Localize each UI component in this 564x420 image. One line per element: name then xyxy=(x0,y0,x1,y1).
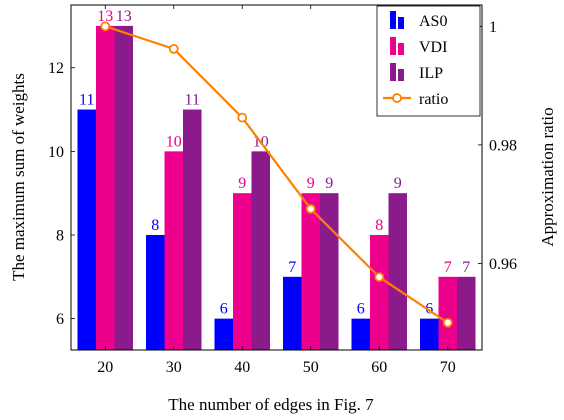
legend-swatch-ilp-small xyxy=(398,69,404,81)
bar-as0 xyxy=(283,276,302,350)
bar-ilp xyxy=(320,193,339,350)
bar-vdi xyxy=(164,151,183,350)
bar-value-label: 6 xyxy=(357,301,365,318)
bar-value-label: 9 xyxy=(325,175,333,192)
y-tick-label: 8 xyxy=(56,228,64,245)
axes-layer: 20 30 40 50 60 70 6 8 10 12 0.96 0.98 1 xyxy=(48,5,517,376)
x-tick-label: 40 xyxy=(234,359,250,376)
legend-label-ilp: ILP xyxy=(419,65,443,82)
legend-swatch-vdi-small xyxy=(398,43,404,55)
legend-swatch-marker xyxy=(392,93,402,103)
bar-value-label: 6 xyxy=(220,301,228,318)
bar-vdi xyxy=(96,25,115,351)
ratio-point xyxy=(237,112,248,123)
bar-vdi xyxy=(370,235,389,350)
plot-frame xyxy=(70,4,483,351)
x-axis-label: The number of edges in Fig. 7 xyxy=(168,395,374,414)
legend-swatch-as0 xyxy=(390,11,396,29)
legend-label-ratio: ratio xyxy=(419,91,448,108)
x-tick-label: 70 xyxy=(440,359,456,376)
bar-value-label: 13 xyxy=(116,8,132,25)
ratio-point xyxy=(305,204,316,214)
bar-value-label: 9 xyxy=(307,175,315,192)
bar-value-label: 7 xyxy=(288,259,296,276)
bar-ilp xyxy=(457,276,476,350)
bar-as0 xyxy=(351,318,370,350)
ratio-line-layer xyxy=(100,21,453,328)
bar-value-label: 8 xyxy=(375,217,383,234)
bar-value-label: 11 xyxy=(79,92,94,109)
bar-as0 xyxy=(214,318,233,350)
y-tick-label: 6 xyxy=(56,311,64,328)
x-tick-label: 60 xyxy=(371,359,387,376)
bar-value-label: 9 xyxy=(394,175,402,192)
y2-tick-label: 0.96 xyxy=(489,256,517,273)
legend-label-vdi: VDI xyxy=(419,39,447,56)
bar-value-label: 9 xyxy=(238,175,246,192)
bar-vdi xyxy=(233,193,252,350)
bar-ilp xyxy=(251,151,270,350)
bar-ilp xyxy=(114,25,133,351)
y-tick-label: 10 xyxy=(48,144,64,161)
legend-swatch-vdi xyxy=(390,37,396,55)
bars-layer xyxy=(77,25,476,351)
bar-as0 xyxy=(146,235,165,350)
legend: AS0 VDI ILP ratio xyxy=(376,5,481,117)
y2-tick-label: 0.98 xyxy=(489,137,517,154)
bar-as0 xyxy=(420,318,439,350)
bar-value-label: 7 xyxy=(462,259,470,276)
ratio-point xyxy=(100,21,111,32)
ratio-point xyxy=(168,43,179,54)
bar-vdi xyxy=(301,193,320,350)
y-tick-label: 12 xyxy=(48,60,64,77)
y2-axis-label: Approximation ratio xyxy=(538,107,557,246)
x-tick-label: 30 xyxy=(166,359,182,376)
bar-vdi xyxy=(438,276,457,350)
bar-value-label: 7 xyxy=(444,259,452,276)
bar-value-label: 8 xyxy=(151,217,159,234)
legend-swatch-ilp xyxy=(390,63,396,81)
legend-label-as0: AS0 xyxy=(419,13,447,30)
ratio-line xyxy=(104,25,449,324)
y2-tick-label: 1 xyxy=(489,19,497,36)
y-axis-label: The maximum sum of weights xyxy=(9,73,28,281)
ratio-point xyxy=(442,317,453,328)
bar-value-label: 10 xyxy=(166,133,182,150)
x-tick-label: 50 xyxy=(303,359,319,376)
ratio-point xyxy=(374,272,385,282)
bar-as0 xyxy=(77,109,96,350)
legend-swatch-as0-small xyxy=(398,17,404,29)
bar-ilp xyxy=(183,109,202,350)
bar-value-label: 13 xyxy=(97,8,113,25)
x-tick-label: 20 xyxy=(97,359,113,376)
bar-ilp xyxy=(388,193,407,350)
bar-value-label: 11 xyxy=(185,92,200,109)
